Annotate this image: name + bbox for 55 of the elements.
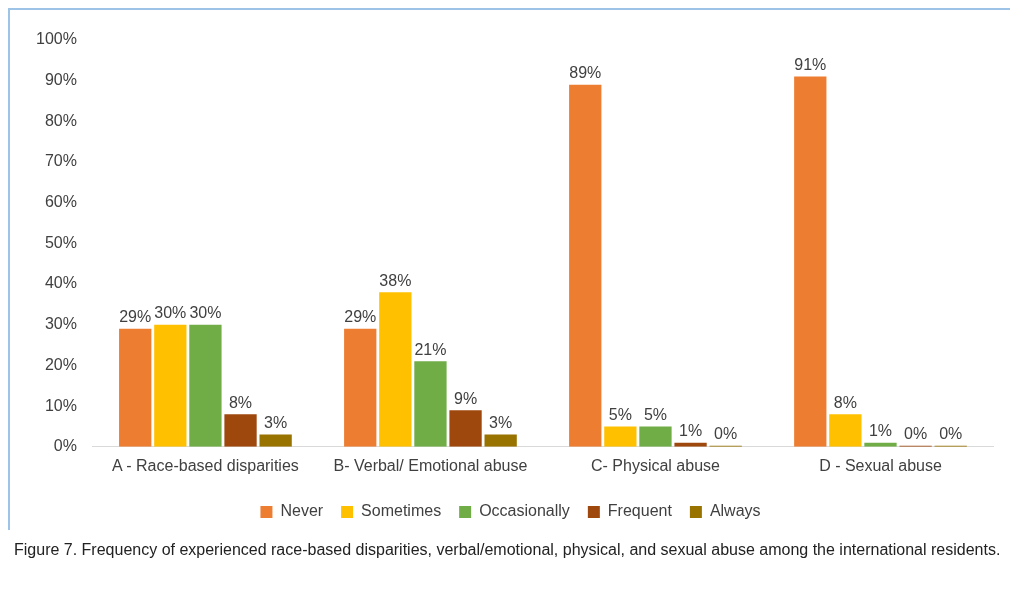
x-tick-label: A - Race-based disparities [112,456,299,474]
data-label: 21% [414,340,447,358]
legend-label: Sometimes [361,502,442,520]
data-label: 91% [794,56,827,74]
data-label: 0% [714,425,738,443]
data-label: 30% [154,304,187,322]
y-tick-label: 80% [44,111,77,129]
legend-label: Occasionally [479,502,570,520]
y-tick-label: 100% [36,30,77,48]
y-tick-label: 10% [44,396,77,414]
legend-label: Frequent [607,502,673,520]
data-label: 3% [264,414,288,431]
y-tick-label: 40% [44,274,77,292]
bar [569,84,602,447]
bar [154,324,187,447]
x-tick-label: C- Physical abuse [590,456,721,474]
bar [224,414,257,447]
data-label: 9% [453,389,478,407]
bar [794,76,827,447]
y-tick-label: 0% [53,437,77,455]
data-label: 3% [489,414,513,431]
bar [414,361,447,447]
caption: Figure 7. Frequency of experienced race-based disparities, verbal/emotional, physical, and sexual abuse among the international residents. [14,540,1002,560]
data-label: 89% [569,64,602,82]
data-label: 8% [833,393,857,411]
data-label: 5% [608,405,632,423]
bar [604,426,637,447]
bar [344,328,377,447]
data-label: 8% [228,393,253,411]
data-label: 38% [379,271,412,289]
data-label: 29% [344,308,377,326]
data-label: 29% [119,308,152,326]
x-tick-label: B- Verbal/ Emotional abuse [333,456,528,474]
bar [119,328,152,447]
legend-label: Always [709,502,761,520]
y-tick-label: 90% [44,71,77,89]
legend-label: Never [280,502,324,520]
x-tick-label: D - Sexual abuse [819,456,942,474]
y-tick-label: 20% [44,355,77,373]
bar [259,434,292,447]
data-label: 0% [939,425,963,443]
y-tick-label: 30% [44,315,77,333]
y-tick-label: 50% [44,233,77,251]
bar [639,426,672,447]
y-tick-label: 70% [44,152,77,170]
bar [829,414,862,447]
y-tick-label: 60% [44,193,77,211]
data-label: 1% [679,422,703,440]
data-label: 1% [868,422,893,440]
bar [379,292,412,447]
data-label: 0% [904,425,928,443]
data-label: 30% [189,304,222,322]
bar [189,324,222,447]
data-label: 5% [643,405,668,423]
bar [449,410,482,447]
